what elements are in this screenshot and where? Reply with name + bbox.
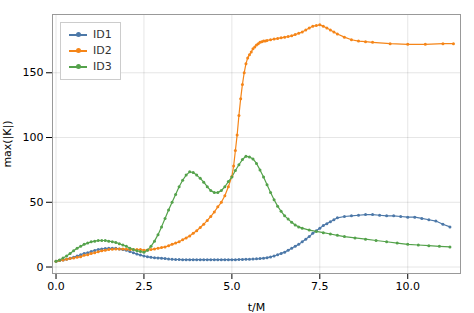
svg-text:5.0: 5.0 bbox=[223, 280, 241, 293]
html-text:ID2: ID2 bbox=[93, 44, 112, 57]
svg-text:10.0: 10.0 bbox=[395, 280, 420, 293]
svg-text:100: 100 bbox=[23, 131, 44, 144]
svg-text:2.5: 2.5 bbox=[135, 280, 153, 293]
svg-text:0: 0 bbox=[37, 261, 44, 274]
html-text:ID1: ID1 bbox=[93, 28, 112, 41]
svg-text:0.0: 0.0 bbox=[47, 280, 65, 293]
svg-text:7.5: 7.5 bbox=[311, 280, 329, 293]
svg-text:t/M: t/M bbox=[248, 301, 266, 313]
svg-text:50: 50 bbox=[30, 196, 44, 209]
svg-text:150: 150 bbox=[23, 66, 44, 79]
html-text:ID3: ID3 bbox=[93, 60, 112, 73]
svg-text:max(|K|): max(|K|) bbox=[1, 120, 14, 167]
